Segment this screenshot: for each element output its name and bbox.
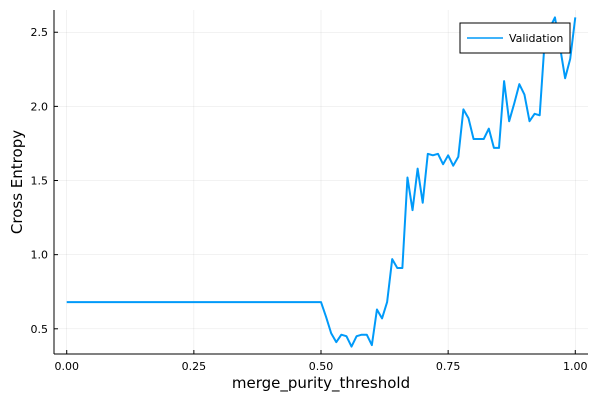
x-tick-label: 0.00 [54, 360, 79, 373]
ticks: 0.00 0.25 0.50 0.75 1.00 0.5 1.0 1.5 2.0 2.5 [31, 26, 588, 373]
series-layer [66, 16, 577, 348]
y-axis-title: Cross Entropy [8, 130, 26, 234]
y-tick-label: 2.0 [31, 100, 49, 113]
legend: Validation [459, 22, 571, 54]
y-tick-label: 1.0 [31, 249, 49, 262]
y-tick-label: 1.5 [31, 175, 49, 188]
legend-label: Validation [509, 32, 563, 45]
x-tick-label: 0.50 [309, 360, 334, 373]
x-tick-label: 0.75 [436, 360, 461, 373]
y-tick-label: 0.5 [31, 323, 49, 336]
x-tick-label: 0.25 [182, 360, 207, 373]
series-line-validation [66, 16, 577, 348]
y-tick-label: 2.5 [31, 26, 49, 39]
x-tick-label: 1.00 [563, 360, 588, 373]
x-axis-title: merge_purity_threshold [232, 374, 410, 393]
